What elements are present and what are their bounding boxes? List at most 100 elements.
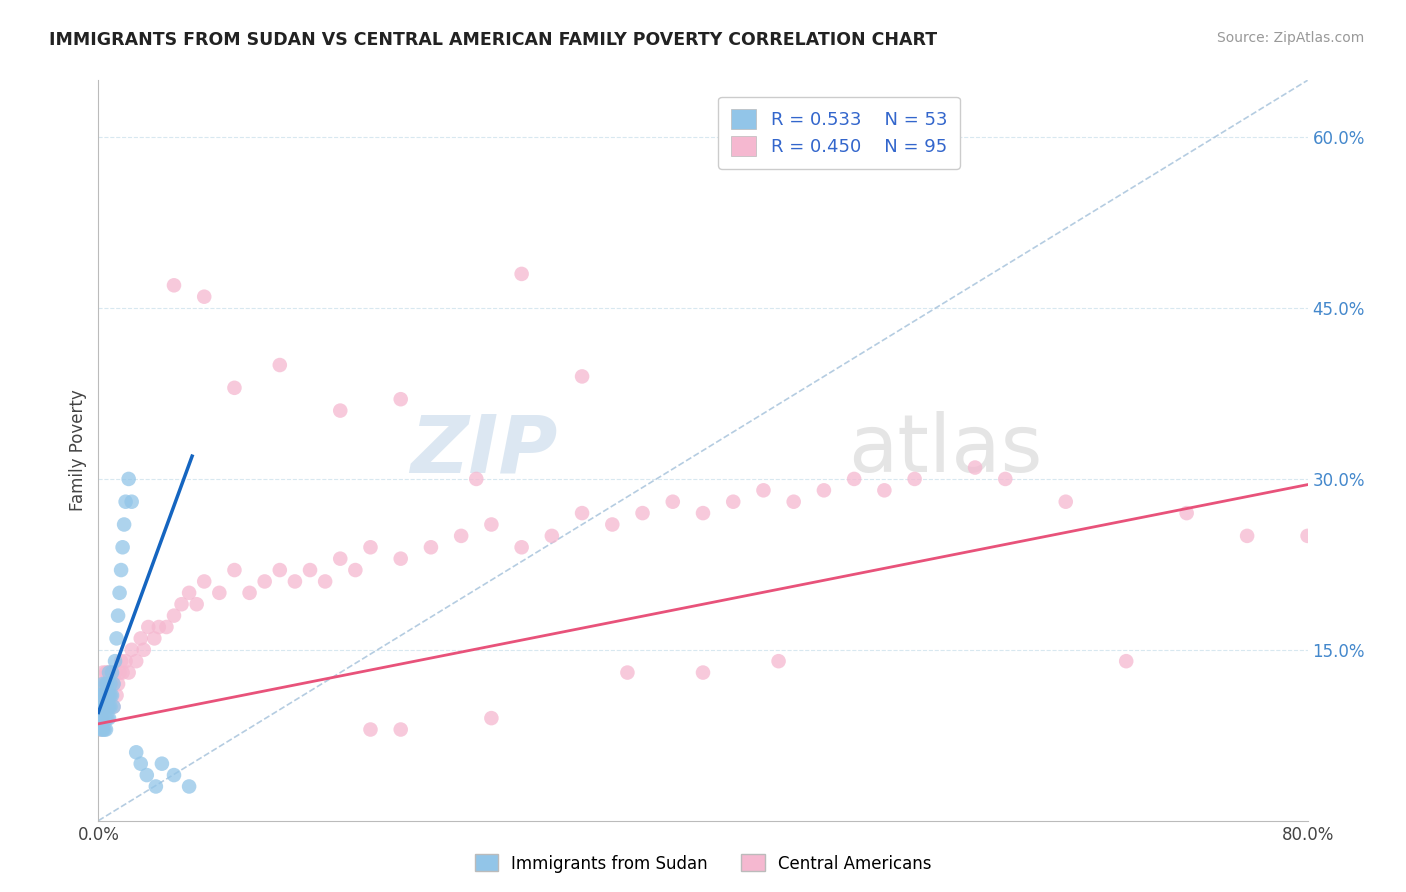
Point bbox=[783, 494, 806, 508]
Point bbox=[107, 608, 129, 623]
Point bbox=[93, 699, 115, 714]
Point bbox=[193, 290, 215, 304]
Point bbox=[103, 699, 125, 714]
Point bbox=[813, 483, 835, 498]
Text: Source: ZipAtlas.com: Source: ZipAtlas.com bbox=[1216, 31, 1364, 45]
Point bbox=[329, 403, 352, 417]
Point bbox=[692, 665, 714, 680]
Point bbox=[94, 677, 117, 691]
Point bbox=[1296, 529, 1319, 543]
Point bbox=[91, 665, 114, 680]
Point bbox=[91, 699, 114, 714]
Point bbox=[93, 689, 115, 703]
Point bbox=[692, 506, 714, 520]
Point bbox=[93, 677, 115, 691]
Point bbox=[125, 745, 148, 759]
Point bbox=[100, 699, 122, 714]
Point bbox=[420, 541, 443, 555]
Point bbox=[389, 723, 412, 737]
Point bbox=[101, 689, 124, 703]
Point bbox=[89, 689, 111, 703]
Point bbox=[103, 699, 125, 714]
Point bbox=[90, 711, 112, 725]
Point bbox=[90, 689, 112, 703]
Point bbox=[224, 563, 246, 577]
Point bbox=[90, 699, 112, 714]
Point bbox=[93, 699, 115, 714]
Point bbox=[93, 723, 115, 737]
Point bbox=[510, 541, 533, 555]
Point bbox=[108, 665, 131, 680]
Text: atlas: atlas bbox=[848, 411, 1042, 490]
Point bbox=[481, 711, 503, 725]
Point bbox=[103, 677, 125, 691]
Point bbox=[1115, 654, 1137, 668]
Point bbox=[299, 563, 322, 577]
Point bbox=[135, 768, 157, 782]
Point bbox=[752, 483, 775, 498]
Point bbox=[98, 699, 121, 714]
Point bbox=[100, 677, 122, 691]
Legend: Immigrants from Sudan, Central Americans: Immigrants from Sudan, Central Americans bbox=[468, 847, 938, 880]
Point bbox=[129, 632, 152, 646]
Point bbox=[94, 677, 117, 691]
Point bbox=[284, 574, 307, 589]
Point bbox=[98, 677, 121, 691]
Point bbox=[118, 665, 141, 680]
Point bbox=[93, 711, 115, 725]
Point bbox=[93, 689, 115, 703]
Point bbox=[269, 563, 291, 577]
Point bbox=[239, 586, 262, 600]
Point bbox=[571, 506, 593, 520]
Point bbox=[125, 654, 148, 668]
Point bbox=[143, 632, 166, 646]
Point bbox=[208, 586, 231, 600]
Point bbox=[112, 517, 135, 532]
Point bbox=[90, 711, 112, 725]
Point bbox=[904, 472, 927, 486]
Point bbox=[145, 780, 167, 794]
Point bbox=[98, 699, 121, 714]
Point bbox=[91, 711, 114, 725]
Point bbox=[110, 654, 132, 668]
Point bbox=[104, 665, 127, 680]
Point bbox=[148, 620, 170, 634]
Point bbox=[94, 711, 117, 725]
Point bbox=[616, 665, 638, 680]
Point bbox=[465, 472, 488, 486]
Point bbox=[98, 711, 121, 725]
Point bbox=[163, 768, 186, 782]
Point bbox=[186, 597, 208, 611]
Point bbox=[107, 677, 129, 691]
Point bbox=[96, 711, 118, 725]
Point bbox=[129, 756, 152, 771]
Point bbox=[329, 551, 352, 566]
Point bbox=[450, 529, 472, 543]
Point bbox=[94, 689, 117, 703]
Point bbox=[111, 665, 134, 680]
Point bbox=[101, 665, 124, 680]
Point bbox=[661, 494, 683, 508]
Point bbox=[91, 723, 114, 737]
Point bbox=[602, 517, 624, 532]
Point bbox=[1236, 529, 1258, 543]
Point bbox=[540, 529, 562, 543]
Point bbox=[179, 586, 201, 600]
Point bbox=[94, 699, 117, 714]
Point bbox=[224, 381, 246, 395]
Point bbox=[108, 586, 131, 600]
Point bbox=[179, 780, 201, 794]
Point bbox=[94, 699, 117, 714]
Point bbox=[94, 723, 117, 737]
Point bbox=[114, 494, 136, 508]
Point bbox=[110, 563, 132, 577]
Point bbox=[90, 677, 112, 691]
Point bbox=[314, 574, 336, 589]
Point bbox=[96, 699, 118, 714]
Point bbox=[253, 574, 276, 589]
Point bbox=[89, 723, 111, 737]
Point bbox=[91, 689, 114, 703]
Point bbox=[155, 620, 177, 634]
Legend: R = 0.533    N = 53, R = 0.450    N = 95: R = 0.533 N = 53, R = 0.450 N = 95 bbox=[718, 96, 960, 169]
Point bbox=[100, 689, 122, 703]
